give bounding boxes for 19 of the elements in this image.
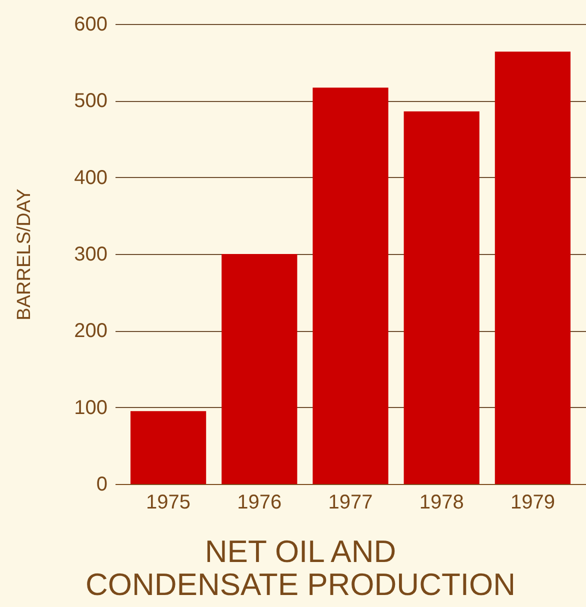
y-tick-label: 100 bbox=[74, 396, 108, 419]
bar bbox=[494, 52, 571, 484]
x-tick-label: 1976 bbox=[237, 492, 282, 514]
bar bbox=[130, 411, 206, 484]
y-tick-label: 200 bbox=[74, 320, 108, 342]
x-tick-label: 1975 bbox=[146, 492, 191, 514]
bar bbox=[404, 111, 480, 484]
y-tick-label: 400 bbox=[74, 166, 108, 189]
x-tick-label: 1979 bbox=[510, 492, 555, 514]
y-tick-label: 300 bbox=[74, 244, 108, 266]
x-tick-label: 1977 bbox=[328, 492, 373, 514]
bar bbox=[312, 88, 388, 484]
x-tick-label: 1978 bbox=[419, 492, 464, 514]
y-tick-label: 500 bbox=[74, 90, 108, 112]
bar bbox=[222, 254, 298, 484]
y-tick-label: 600 bbox=[74, 14, 108, 36]
text: NET OIL AND CONDENSATE PRODUCTION bbox=[85, 534, 516, 602]
y-tick-label: 0 bbox=[96, 474, 108, 496]
y-axis-title: BARRELS/DAY bbox=[14, 188, 36, 320]
